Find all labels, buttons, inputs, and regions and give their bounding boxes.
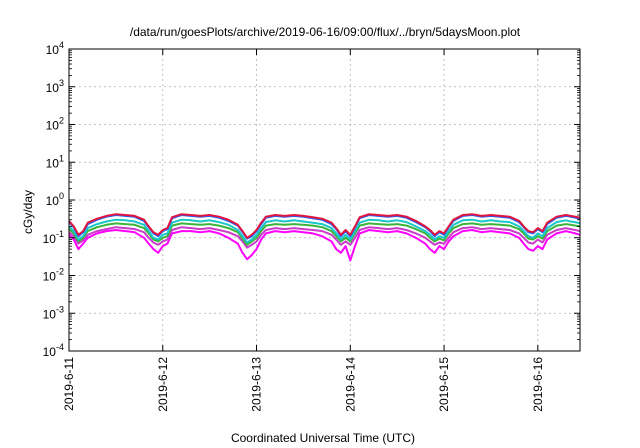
chart-title: /data/run/goesPlots/archive/2019-06-16/0… [130,25,521,39]
x-tick-label: 2019-6-13 [250,357,264,412]
y-tick-label: 103 [46,78,64,95]
y-tick-label: 10-3 [43,304,64,321]
x-tick-label: 2019-6-12 [156,357,170,412]
series-group [68,213,581,262]
y-tick-label: 100 [46,191,64,208]
y-axis-label: cGy/day [21,190,35,234]
series-line [68,229,581,262]
y-tick-label: 10-2 [43,267,64,284]
x-tick-label: 2019-6-15 [437,357,451,412]
grid [69,49,580,351]
x-axis-label: Coordinated Universal Time (UTC) [231,431,415,445]
series-line [68,213,581,239]
series-line [68,218,581,244]
y-tick-label: 10-1 [43,229,64,246]
y-tick-label: 104 [46,40,64,57]
series-line [68,226,581,249]
ticks: 104 103 102 101 100 10-1 10-2 10-3 10-42019-6-11… [43,40,580,412]
x-tick-label: 2019-6-16 [531,357,545,412]
x-tick-label: 2019-6-14 [343,357,357,412]
y-tick-label: 10-4 [43,342,64,359]
x-tick-label: 2019-6-11 [62,357,76,411]
y-tick-label: 102 [46,116,64,133]
y-tick-label: 101 [46,153,64,170]
series-line [68,222,581,246]
